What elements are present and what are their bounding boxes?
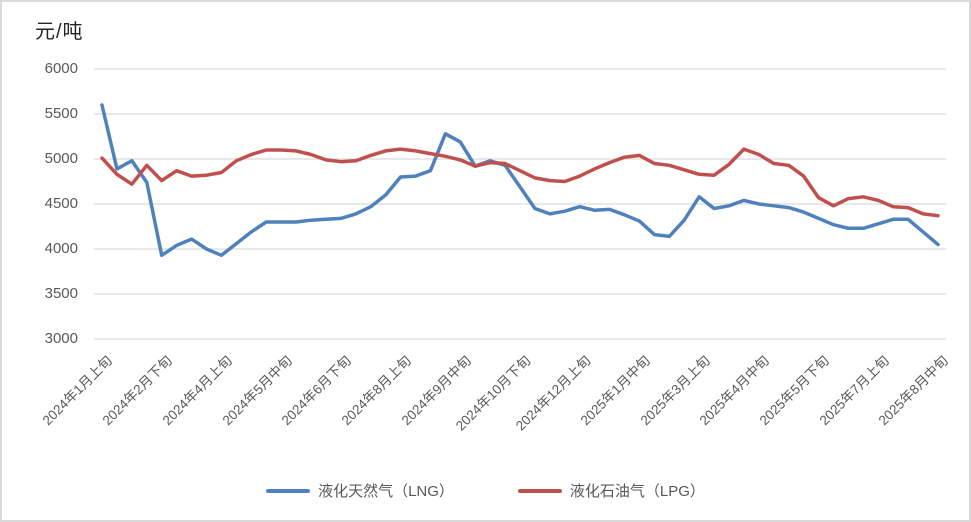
lpg-line xyxy=(100,147,940,218)
legend-item-lpg: 液化石油气（LPG） xyxy=(517,480,705,501)
legend-item-lng: 液化天然气（LNG） xyxy=(266,480,454,501)
y-axis-tick-label: 6000 xyxy=(44,60,78,77)
y-axis-tick-label: 5000 xyxy=(44,150,78,167)
gridlines xyxy=(94,68,946,340)
y-axis-tick-label: 3000 xyxy=(44,330,78,347)
legend-label-lpg: 液化石油气（LPG） xyxy=(569,483,705,500)
lpg-line-swatch xyxy=(517,488,562,493)
series-lines xyxy=(100,103,940,258)
lng-line xyxy=(100,103,940,258)
lng-line-swatch xyxy=(266,488,311,493)
y-axis-tick-label: 4500 xyxy=(44,195,78,212)
y-axis-tick-label: 4000 xyxy=(44,240,78,257)
y-axis-unit-title: 元/吨 xyxy=(35,21,84,43)
y-axis-tick-label: 3500 xyxy=(44,285,78,302)
legend-label-lng: 液化天然气（LNG） xyxy=(318,483,454,500)
y-axis-tick-label: 5500 xyxy=(44,105,78,122)
legend: 液化天然气（LNG） 液化石油气（LPG） xyxy=(2,480,969,501)
